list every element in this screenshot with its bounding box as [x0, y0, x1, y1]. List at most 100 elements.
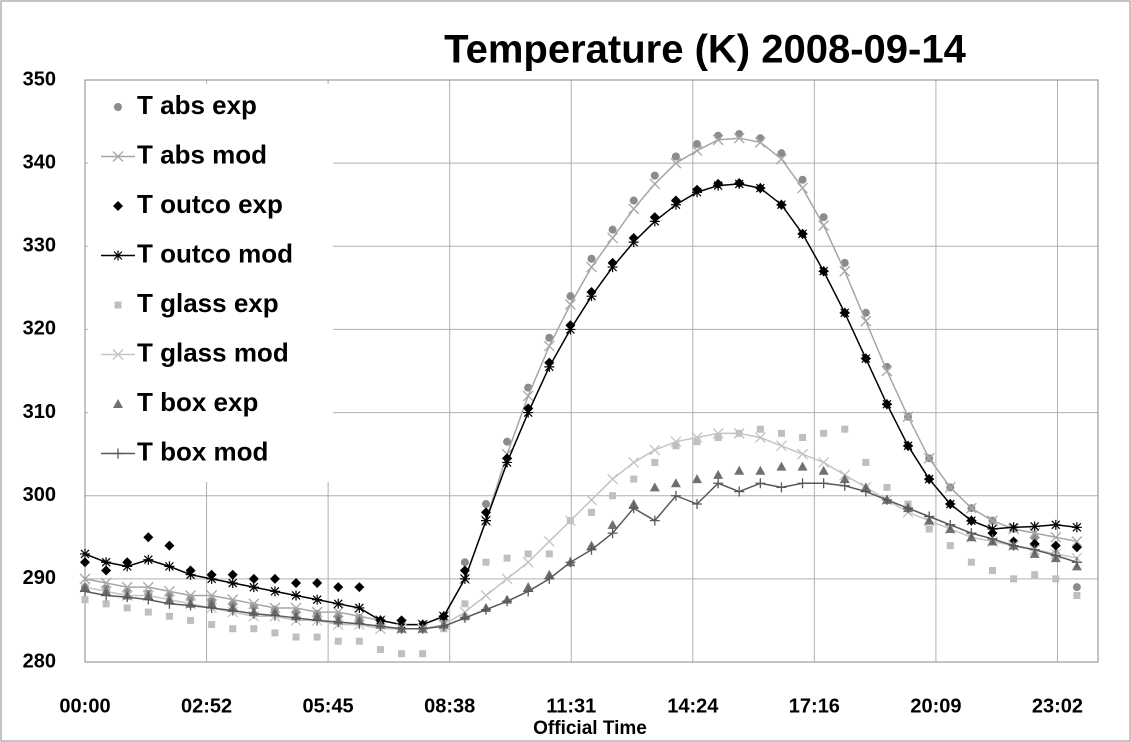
- point: [375, 621, 386, 632]
- point: [143, 554, 154, 565]
- point: [227, 594, 239, 606]
- point: [1008, 522, 1019, 533]
- point: [966, 515, 977, 526]
- point: [733, 132, 745, 144]
- legend-marker: [114, 301, 122, 309]
- series-line: [84, 137, 1078, 626]
- point: [206, 573, 217, 584]
- point: [101, 557, 112, 568]
- point: [609, 492, 617, 500]
- point: [671, 152, 680, 161]
- point: [755, 465, 766, 475]
- point: [398, 650, 406, 658]
- point: [734, 178, 745, 189]
- point: [649, 482, 660, 492]
- point: [419, 650, 427, 658]
- point: [250, 625, 258, 633]
- point: [839, 474, 850, 484]
- point: [903, 440, 914, 451]
- point: [564, 299, 576, 310]
- legend-marker: [112, 151, 124, 162]
- point: [670, 436, 682, 448]
- point: [649, 178, 661, 190]
- point: [586, 261, 597, 273]
- point: [945, 519, 956, 530]
- point: [987, 533, 998, 544]
- legend-label: T abs exp: [137, 90, 257, 120]
- point: [459, 612, 470, 623]
- point: [628, 237, 639, 248]
- point: [229, 625, 237, 633]
- point: [206, 590, 218, 601]
- point: [1073, 591, 1081, 599]
- point: [123, 604, 131, 612]
- x-tick-label: 20:09: [910, 695, 961, 717]
- point: [670, 157, 682, 169]
- point: [333, 582, 344, 593]
- legend-label: T box exp: [137, 387, 258, 417]
- point: [271, 629, 279, 637]
- point: [185, 590, 196, 601]
- point: [227, 569, 238, 580]
- point: [881, 365, 893, 377]
- point: [1010, 575, 1018, 583]
- point: [607, 473, 619, 485]
- point: [818, 456, 830, 468]
- point: [1071, 542, 1082, 553]
- point: [480, 515, 491, 526]
- point: [503, 554, 511, 562]
- point: [797, 228, 808, 239]
- point: [208, 621, 216, 629]
- point: [755, 478, 766, 489]
- point: [649, 216, 660, 227]
- point: [80, 548, 90, 559]
- point: [122, 561, 133, 572]
- point: [1052, 575, 1060, 583]
- point: [607, 232, 619, 244]
- point: [965, 502, 977, 514]
- point: [840, 258, 849, 267]
- point: [269, 573, 280, 584]
- point: [1072, 583, 1081, 592]
- y-tick-label: 340: [23, 151, 56, 173]
- point: [712, 134, 724, 146]
- point: [607, 528, 618, 539]
- point: [292, 633, 300, 641]
- point: [797, 461, 808, 471]
- point: [818, 478, 829, 489]
- point: [502, 457, 513, 468]
- point: [185, 569, 196, 580]
- point: [312, 578, 323, 589]
- legend-background: [88, 84, 333, 482]
- point: [187, 616, 195, 624]
- legend-label: T outco exp: [137, 189, 283, 219]
- point: [797, 448, 809, 460]
- point: [79, 573, 91, 585]
- point: [480, 590, 492, 601]
- point: [733, 427, 745, 439]
- point: [100, 577, 112, 589]
- point: [312, 615, 323, 626]
- y-tick-label: 320: [23, 318, 56, 340]
- point: [798, 175, 807, 184]
- point: [776, 461, 787, 471]
- point: [248, 598, 260, 610]
- point: [924, 474, 935, 485]
- point: [860, 315, 872, 327]
- point: [713, 478, 724, 489]
- point: [1029, 521, 1040, 532]
- point: [1031, 571, 1039, 579]
- point: [227, 578, 238, 589]
- point: [81, 596, 89, 604]
- point: [714, 131, 723, 140]
- point: [967, 558, 975, 566]
- x-tick-label: 08:38: [424, 695, 475, 717]
- point: [777, 149, 786, 158]
- point: [80, 586, 90, 597]
- point: [163, 585, 175, 597]
- point: [438, 611, 449, 622]
- point: [818, 465, 829, 475]
- point: [883, 483, 891, 491]
- point: [818, 220, 830, 231]
- point: [522, 390, 534, 402]
